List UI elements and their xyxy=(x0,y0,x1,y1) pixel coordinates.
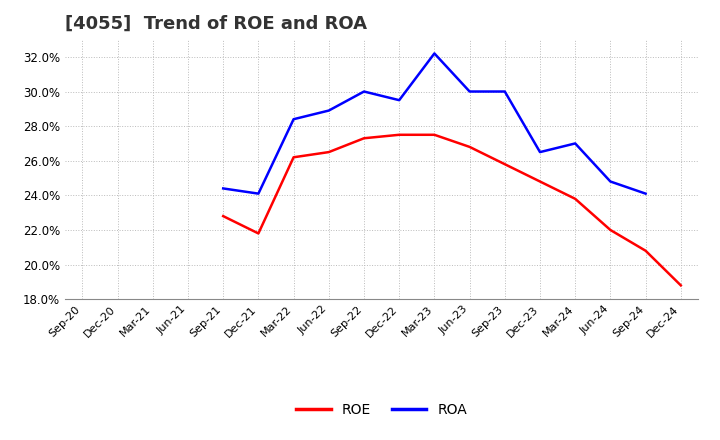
Legend: ROE, ROA: ROE, ROA xyxy=(290,397,473,422)
Text: [4055]  Trend of ROE and ROA: [4055] Trend of ROE and ROA xyxy=(65,15,366,33)
